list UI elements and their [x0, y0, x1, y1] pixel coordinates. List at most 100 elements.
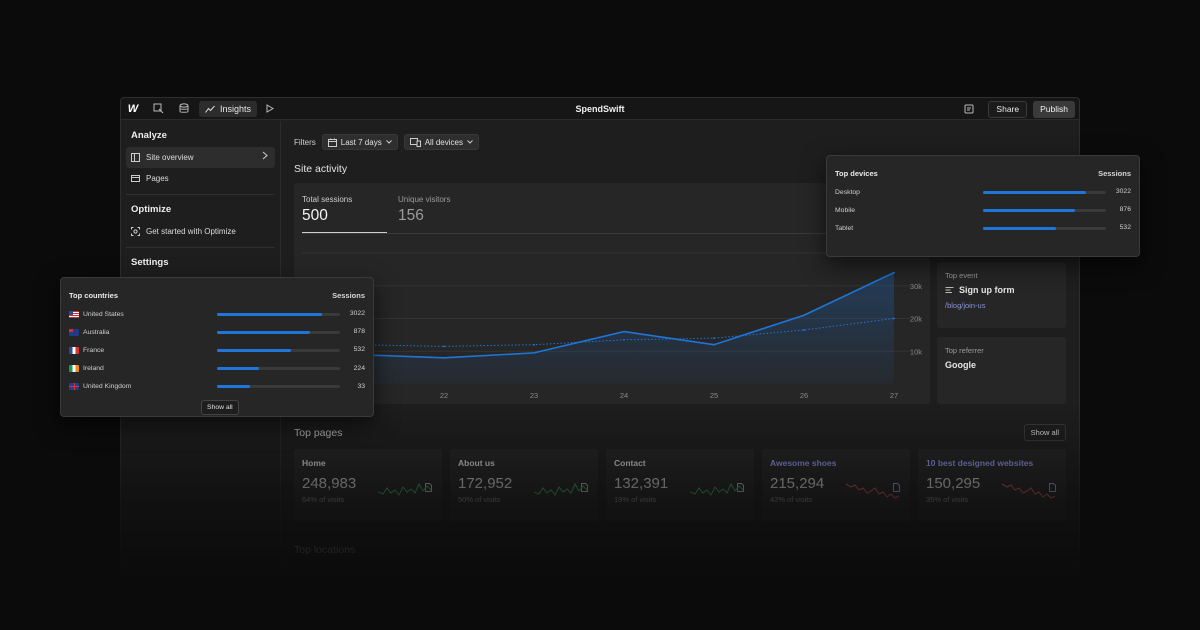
ireland-flag-icon: [69, 365, 79, 373]
active-metric-underline: [302, 232, 387, 233]
session-bar: [983, 190, 1106, 194]
top-page-card[interactable]: About us 172,952 50% of visits: [450, 449, 598, 522]
top-referrer-card[interactable]: Top referrer Google: [937, 337, 1066, 404]
session-bar-fill: [983, 190, 1087, 194]
sessions-column-header: Sessions: [332, 291, 365, 300]
sidebar-item-site-overview[interactable]: Site overview: [126, 147, 275, 168]
session-bar-fill: [217, 312, 322, 316]
date-range-value: Last 7 days: [340, 137, 382, 147]
trend-down-sparkline: [1002, 483, 1056, 499]
stat-row: Tablet 532: [835, 219, 1131, 237]
series-point: [803, 329, 805, 331]
share-button[interactable]: Share: [988, 100, 1028, 118]
page-title-label: 10 best designed websites: [926, 458, 1034, 468]
page-title-label: Home: [302, 458, 326, 468]
page-title: Contact: [614, 458, 746, 492]
trend-up-sparkline: [690, 483, 744, 496]
analyze-heading: Analyze: [131, 130, 167, 141]
row-sessions-value: 876: [1119, 206, 1131, 214]
australia-flag-icon: [69, 328, 79, 336]
top-page-card[interactable]: Home 248,983 64% of visits: [294, 449, 442, 522]
sidebar-item-label: Pages: [146, 174, 169, 183]
row-sessions-value: 532: [1119, 224, 1131, 232]
insights-tab[interactable]: Insights: [199, 100, 258, 117]
series-point: [803, 314, 805, 317]
webflow-logo-icon[interactable]: W: [127, 102, 139, 115]
top-page-card[interactable]: Contact 132,391 19% of visits: [606, 449, 754, 522]
top-event-link[interactable]: /blog/join-us: [945, 301, 986, 310]
row-label: Tablet: [835, 224, 854, 232]
row-sessions-value: 878: [353, 328, 365, 336]
top-pages-title: Top pages: [294, 426, 343, 439]
chart-line-icon: [205, 105, 215, 113]
x-tick-label: 25: [710, 391, 718, 400]
top-page-card[interactable]: 10 best designed websites 150,295 35% of v…: [918, 449, 1066, 522]
publish-button[interactable]: Publish: [1033, 100, 1075, 118]
series-point: [623, 330, 625, 333]
x-tick-label: 26: [800, 391, 808, 400]
devices-icon: [409, 137, 421, 147]
settings-heading[interactable]: Settings: [131, 257, 169, 268]
metric-divider: [302, 233, 930, 234]
row-sessions-value: 532: [353, 346, 365, 354]
sidebar-item-get-started[interactable]: Get started with Optimize: [126, 221, 275, 242]
top-devices-panel: Top devices Sessions Desktop 3022 Mobile 87…: [826, 155, 1140, 257]
row-label: France: [83, 346, 105, 354]
row-sessions-value: 224: [353, 364, 365, 372]
top-event-label: Top event: [945, 271, 978, 280]
database-icon[interactable]: [171, 98, 197, 120]
form-icon: [945, 287, 954, 293]
y-tick-label: 10k: [910, 347, 922, 356]
top-countries-panel: Top countries Sessions United States 3022…: [60, 277, 374, 417]
sidebar-item-label: Site overview: [146, 153, 194, 162]
unique-visitors-metric[interactable]: Unique visitors 156: [398, 195, 450, 225]
play-icon[interactable]: [257, 98, 283, 120]
sidebar-item-pages[interactable]: Pages: [126, 168, 275, 189]
top-page-card[interactable]: Awesome shoes 215,294 42% of visits: [762, 449, 910, 522]
top-pages-list: Home 248,983 64% of visits About us 172,952 5…: [294, 449, 1066, 522]
page-title: Awesome shoes: [770, 458, 902, 492]
series-point: [533, 351, 535, 354]
row-label: Mobile: [835, 206, 856, 214]
preview-settings-icon[interactable]: [956, 98, 982, 120]
filters-bar: Filters Last 7 days All devices: [282, 121, 1079, 150]
row-label: United States: [83, 310, 124, 318]
row-label: Australia: [83, 328, 110, 336]
page-title-label: About us: [458, 458, 495, 468]
trend-up-sparkline: [534, 483, 588, 496]
top-event-card[interactable]: Top event Sign up form /blog/join-us: [937, 262, 1066, 328]
session-bar-fill: [983, 208, 1076, 212]
date-range-select[interactable]: Last 7 days: [321, 134, 398, 150]
us-flag-icon: [69, 310, 79, 318]
session-bar: [217, 312, 340, 316]
sessions-line-chart: 10k20k30k40k21222324252627: [302, 249, 922, 400]
sessions-column-header: Sessions: [1098, 169, 1131, 178]
add-element-icon[interactable]: [145, 98, 171, 120]
show-all-countries-button[interactable]: Show all: [201, 400, 239, 415]
france-flag-icon: [69, 346, 79, 354]
y-tick-label: 30k: [910, 282, 922, 291]
show-all-pages-button[interactable]: Show all: [1023, 424, 1066, 441]
row-label: Ireland: [83, 365, 104, 373]
device-value: All devices: [424, 137, 463, 147]
page-title: About us: [458, 458, 590, 492]
session-bar-fill: [217, 330, 311, 334]
top-pages-header: Top pages Show all: [294, 424, 1066, 441]
session-bar: [983, 226, 1106, 230]
top-devices-title: Top devices: [835, 169, 878, 178]
device-select[interactable]: All devices: [403, 134, 479, 150]
filters-label: Filters: [294, 137, 316, 147]
stat-row: United Kingdom 33: [69, 378, 365, 396]
target-icon: [131, 227, 140, 236]
metric-label: Unique visitors: [398, 195, 451, 204]
session-bar-fill: [217, 367, 259, 371]
session-bar: [983, 208, 1106, 212]
chevron-right-icon: [262, 151, 268, 160]
x-tick-label: 23: [530, 391, 538, 400]
total-sessions-metric[interactable]: Total sessions 500: [302, 195, 352, 225]
series-point: [713, 337, 715, 340]
stat-row: United States 3022: [69, 305, 365, 323]
x-tick-label: 24: [620, 391, 628, 400]
x-tick-label: 27: [890, 391, 898, 400]
top-countries-title: Top countries: [69, 291, 119, 300]
